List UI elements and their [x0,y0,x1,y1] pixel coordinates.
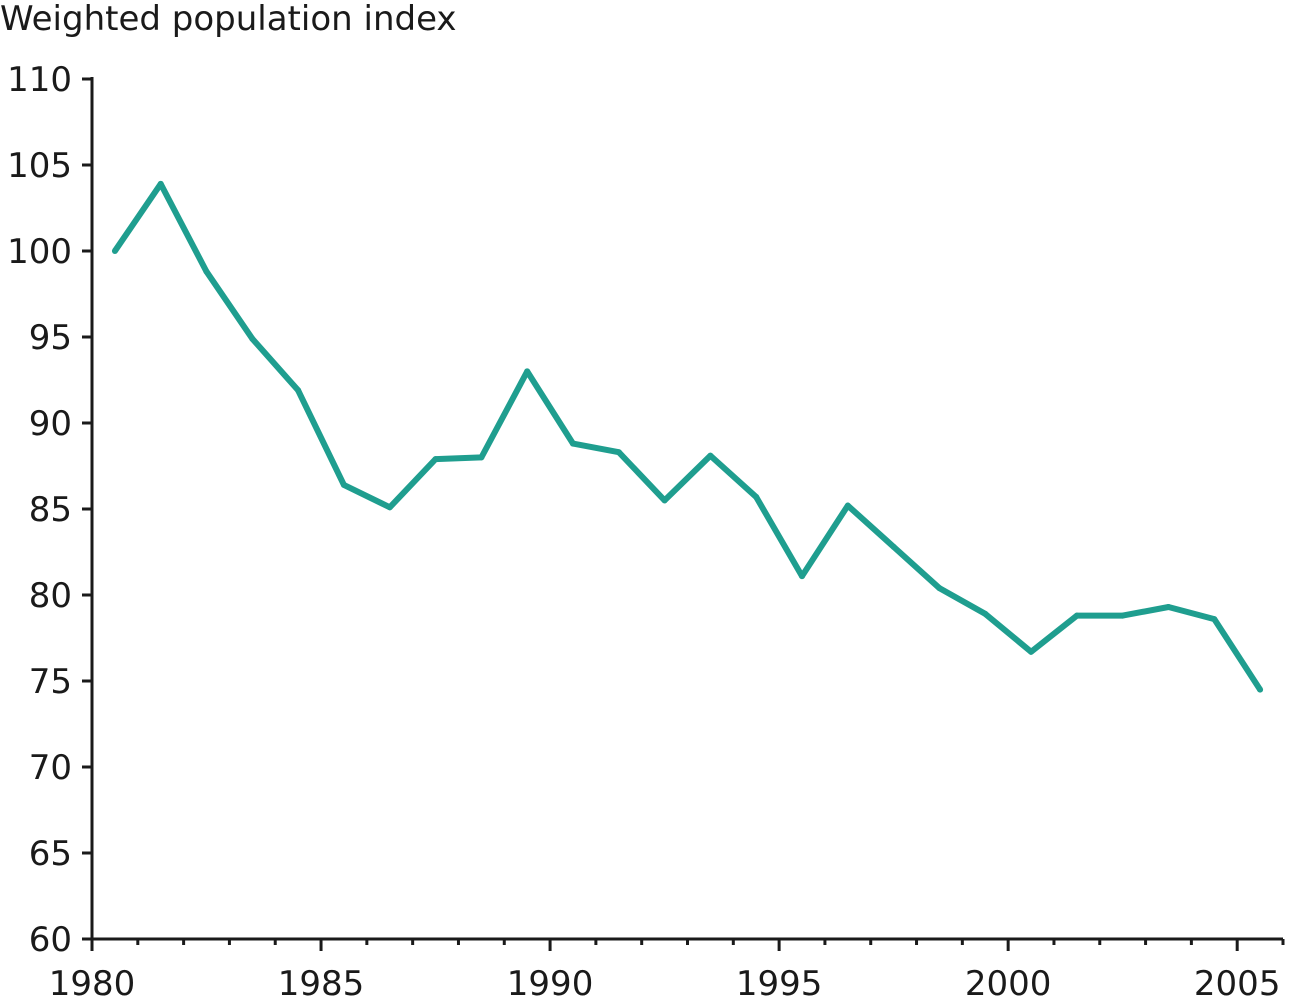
data-point [1028,648,1035,655]
x-tick-label: 1990 [507,964,594,1003]
x-tick-label: 2000 [965,964,1052,1003]
y-tick-label: 105 [7,146,72,186]
y-tick-label: 70 [29,748,72,788]
data-point [340,481,347,488]
y-tick-label: 60 [29,920,72,960]
series-group [111,180,1264,693]
data-point [111,248,118,254]
y-axis-label: Weighted population index [0,0,457,39]
data-point [203,268,210,275]
axes [90,77,1283,941]
series-line [112,180,1263,692]
data-point [1073,612,1080,619]
data-point [890,543,897,550]
data-point [707,452,714,459]
y-tick-label: 100 [7,232,72,272]
x-tick-label: 2005 [1194,964,1281,1003]
data-point [295,387,302,394]
data-point [799,573,806,580]
y-tick-label: 85 [29,490,72,530]
y-tick-label: 90 [29,404,72,444]
data-point [157,180,164,187]
data-point [661,497,668,504]
data-point [569,440,576,447]
data-point [249,335,256,342]
data-point [478,454,485,461]
data-point [432,456,439,463]
y-tick-label: 110 [7,60,72,100]
y-axis-ticks: 60 65 70 75 80 85 90 95 100 105 110 [7,60,92,960]
data-point [936,585,943,592]
y-tick-label: 80 [29,576,72,616]
x-axis-ticks: 1980 1985 1990 1995 2000 2005 [49,939,1285,1003]
data-point [386,504,393,511]
data-point [524,368,531,375]
data-point [1165,604,1172,611]
y-tick-label: 95 [29,318,72,358]
data-point [615,449,622,456]
data-point [1257,686,1264,693]
x-tick-label: 1995 [736,964,823,1003]
x-tick-label: 1985 [278,964,365,1003]
y-tick-label: 75 [29,662,72,702]
data-point [1119,612,1126,619]
data-point [982,610,989,617]
data-point [1211,616,1218,623]
x-tick-label: 1980 [49,964,136,1003]
data-point [753,493,760,500]
data-point [844,502,851,509]
y-tick-label: 65 [29,834,72,874]
